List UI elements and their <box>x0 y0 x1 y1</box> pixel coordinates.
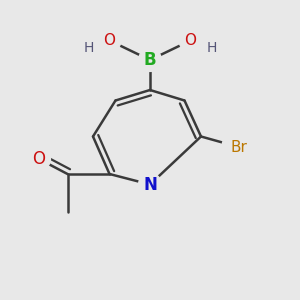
Text: H: H <box>83 41 94 55</box>
Text: O: O <box>103 33 116 48</box>
Circle shape <box>222 130 255 164</box>
Circle shape <box>139 173 161 196</box>
Text: O: O <box>32 150 46 168</box>
Text: O: O <box>184 33 196 48</box>
Text: Br: Br <box>230 140 247 154</box>
Circle shape <box>98 29 121 52</box>
Text: B: B <box>144 51 156 69</box>
Circle shape <box>77 37 100 59</box>
Circle shape <box>28 148 50 170</box>
Circle shape <box>179 29 202 52</box>
Text: H: H <box>206 41 217 55</box>
Circle shape <box>200 37 223 59</box>
Text: N: N <box>143 176 157 194</box>
Circle shape <box>139 49 161 71</box>
